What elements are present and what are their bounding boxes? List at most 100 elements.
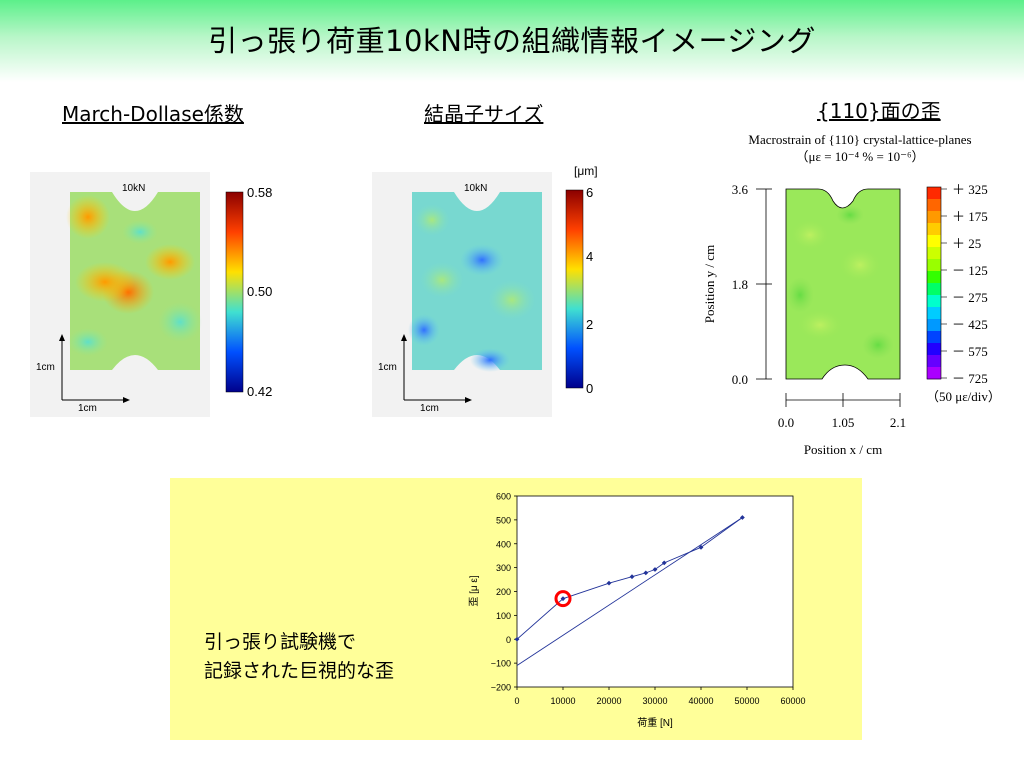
chart-y-tick-label: 200: [496, 587, 511, 597]
strain-legend-swatch: [927, 187, 941, 200]
chart-data-point: [661, 560, 667, 566]
chart-x-tick-label: 30000: [642, 696, 667, 706]
chart-x-tick-label: 50000: [734, 696, 759, 706]
crystallite-size-tick-0: 0: [586, 381, 593, 396]
crystallite-size-map-panel: 10kN 1cm 1cm [μm] 6 4 2 0: [372, 164, 598, 417]
crystallite-size-colorbar: [565, 189, 584, 389]
chart-plot-area: [516, 495, 794, 688]
chart-data-point: [629, 574, 635, 580]
chart-data-point: [652, 567, 658, 572]
strain-legend-label: － 425: [952, 317, 988, 332]
crystallite-size-tick-2: 2: [586, 317, 593, 332]
crystallite-size-unit-label: [μm]: [574, 164, 598, 178]
strain-caption-line2: （με = 10⁻⁴ % = 10⁻⁶）: [795, 149, 925, 164]
strain-caption-line1: Macrostrain of {110} crystal-lattice-pla…: [748, 132, 972, 147]
chart-y-tick-label: 0: [506, 635, 511, 645]
crystallite-size-tick-4: 4: [586, 249, 593, 264]
march-dollase-scale-x-label: 1cm: [78, 403, 97, 414]
slide-title: 引っ張り荷重10kN時の組織情報イメージング: [208, 24, 816, 58]
chart-y-tick-label: 400: [496, 539, 511, 549]
chart-data-point: [514, 636, 520, 642]
chart-x-tick-label: 40000: [688, 696, 713, 706]
strain-legend-label: － 125: [952, 263, 988, 278]
crystallite-size-load-label: 10kN: [464, 183, 487, 194]
strain-legend-swatch: [927, 271, 941, 284]
strain-legend-swatch: [927, 343, 941, 356]
crystallite-size-scale-x-label: 1cm: [420, 403, 439, 414]
chart-y-axis-label: 歪 [μ ε]: [468, 575, 480, 607]
chart-data-point: [560, 596, 566, 602]
strain-legend-swatch: [927, 319, 941, 332]
strain-legend-swatch: [927, 367, 941, 380]
march-dollase-colorbar: [225, 191, 244, 393]
chart-series-line-2: [516, 517, 743, 666]
strain-y-tick-3.6: 3.6: [732, 182, 749, 197]
chart-x-axis-label: 荷重 [N]: [637, 716, 673, 729]
march-dollase-tick-mid: 0.50: [247, 284, 272, 299]
strain-x-tick-1.05: 1.05: [832, 415, 855, 430]
crystallite-size-tick-6: 6: [586, 185, 593, 200]
chart-x-tick-label: 20000: [596, 696, 621, 706]
heading-crystallite-size: 結晶子サイズ: [424, 102, 544, 126]
chart-y-tick-label: −100: [491, 659, 511, 669]
strain-map-panel: 3.6 1.8 0.0 Position y / cm 0.0 1.05 2.1…: [702, 182, 1001, 457]
chart-y-tick-label: 600: [496, 492, 511, 502]
march-dollase-map-panel: 10kN 1cm 1cm 0.58 0.50 0.42: [30, 172, 272, 417]
strain-legend-swatch: [927, 235, 941, 248]
crystallite-size-map: [412, 192, 542, 370]
strain-legend-swatch: [927, 199, 941, 212]
strain-legend-label: － 275: [952, 290, 988, 305]
chart-x-tick-label: 0: [514, 696, 519, 706]
strain-legend-swatch: [927, 355, 941, 368]
strain-legend-swatch: [927, 331, 941, 344]
march-dollase-scale-bar: [59, 334, 130, 403]
crystallite-size-scale-y-label: 1cm: [378, 362, 397, 373]
strain-legend-colorbar: [926, 186, 942, 380]
crystallite-size-scale-bar: [401, 334, 472, 403]
strain-legend-label: － 725: [952, 371, 988, 386]
strain-legend-label: ＋ 175: [952, 209, 988, 224]
march-dollase-tick-max: 0.58: [247, 185, 272, 200]
march-dollase-scale-y-label: 1cm: [36, 362, 55, 373]
heading-110-strain: {110}面の歪: [817, 99, 941, 123]
strain-legend-frame: [926, 186, 942, 380]
strain-x-axis-label: Position x / cm: [804, 442, 882, 457]
chart-data-point: [606, 580, 612, 586]
strain-legend-swatch: [927, 295, 941, 308]
chart-y-tick-label: 100: [496, 611, 511, 621]
title-bar: [0, 0, 1024, 82]
chart-y-tick-label: 500: [496, 515, 511, 525]
strain-caption: Macrostrain of {110} crystal-lattice-pla…: [695, 131, 1024, 165]
strain-legend-swatch: [927, 283, 941, 296]
chart-highlight-circle: [554, 590, 572, 608]
strain-x-tick-2.1: 2.1: [890, 415, 906, 430]
strain-y-tick-1.8: 1.8: [732, 277, 748, 292]
strain-legend-label: － 575: [952, 344, 988, 359]
strain-x-axis: [785, 393, 901, 407]
march-dollase-load-label: 10kN: [122, 183, 145, 194]
strain-legend-swatch: [927, 211, 941, 224]
load-strain-chart: 600 500 400 300 200 100 0 −100 −200 0 10000 20000 3…: [468, 492, 806, 730]
strain-legend-note: （50 με/div）: [926, 389, 1001, 404]
strain-y-axis-label: Position y / cm: [702, 245, 717, 323]
march-dollase-tick-min: 0.42: [247, 384, 272, 399]
strain-legend-swatch: [927, 307, 941, 320]
chart-x-tick-label: 60000: [780, 696, 805, 706]
chart-data-point: [643, 570, 649, 576]
strain-legend-swatch: [927, 247, 941, 260]
chart-y-tick-label: −200: [491, 683, 511, 693]
heading-march-dollase: March-Dollase係数: [62, 102, 244, 126]
macro-strain-text: 引っ張り試験機で 記録された巨視的な歪: [204, 628, 394, 686]
macro-strain-text-line2: 記録された巨視的な歪: [204, 660, 395, 682]
strain-legend-swatch: [927, 223, 941, 236]
strain-y-tick-0.0: 0.0: [732, 372, 748, 387]
chart-data-point: [698, 544, 704, 550]
strain-legend-ticks: ＋ 325 ＋ 175 ＋ 25 － 125 － 275 － 425 － 575 － 725: [941, 182, 988, 386]
strain-legend-label: ＋ 325: [952, 182, 988, 197]
strain-legend-swatch: [927, 259, 941, 272]
strain-x-tick-0.0: 0.0: [778, 415, 794, 430]
chart-y-tick-label: 300: [496, 563, 511, 573]
macro-strain-text-line1: 引っ張り試験機で: [204, 631, 357, 653]
strain-legend-label: ＋ 25: [952, 236, 981, 251]
strain-y-axis: [756, 188, 772, 380]
